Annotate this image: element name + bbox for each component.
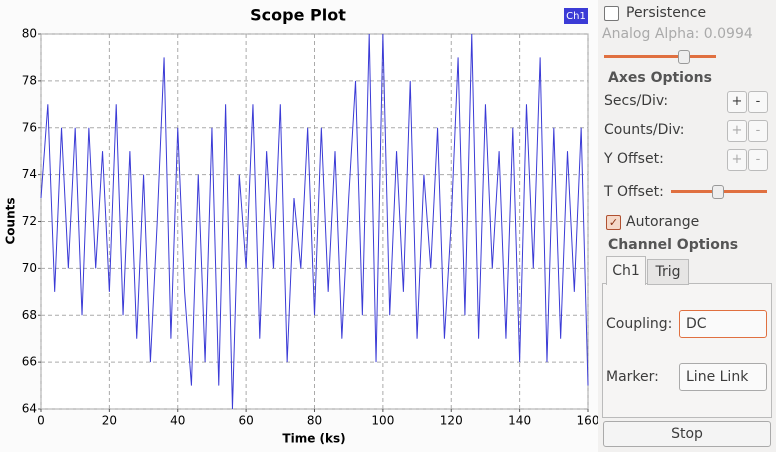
axes-options-header: Axes Options [608, 70, 712, 86]
channel-options-header: Channel Options [608, 237, 739, 253]
minus-button[interactable]: - [748, 91, 768, 113]
x-tick-label: 140 [508, 414, 531, 428]
minus-button[interactable]: - [748, 120, 768, 142]
x-axis-label: Time (ks) [282, 432, 345, 446]
data-line [40, 33, 589, 410]
chart-title: Scope Plot [250, 6, 346, 25]
plus-button[interactable]: + [727, 149, 747, 171]
autorange-label[interactable]: Autorange [626, 214, 700, 230]
y-tick-label: 68 [22, 308, 37, 322]
y-tick-label: 66 [22, 355, 37, 369]
plus-button[interactable]: + [727, 120, 747, 142]
tab[interactable]: Trig [647, 259, 689, 285]
x-tick-label: 40 [170, 414, 185, 428]
axes-row-label: Secs/Div: [604, 93, 669, 109]
x-tick-label: 120 [440, 414, 463, 428]
x-tick-label: 100 [371, 414, 394, 428]
alpha-slider-knob[interactable] [678, 50, 690, 64]
marker-label: Marker: [606, 369, 659, 385]
y-tick-label: 74 [22, 167, 37, 181]
y-tick-label: 70 [22, 261, 37, 275]
x-tick-label: 20 [102, 414, 117, 428]
y-tick-label: 64 [22, 402, 37, 416]
y-tick-label: 78 [22, 73, 37, 87]
control-panel: Persistence Analog Alpha: 0.0994 Axes Op… [598, 0, 776, 452]
persistence-label[interactable]: Persistence [626, 5, 707, 21]
legend-label: Ch1 [566, 11, 586, 22]
scope-plot: Scope Plot Time (ks) Counts 64 66 68 70 72 74… [0, 0, 598, 452]
minus-button[interactable]: - [748, 149, 768, 171]
autorange-checkbox[interactable]: ✓ [606, 215, 621, 230]
x-tick-label: 80 [307, 414, 322, 428]
marker-combo[interactable]: Line Link [679, 363, 767, 391]
y-tick-label: 72 [22, 214, 37, 228]
y-axis-label: Counts [4, 197, 18, 244]
x-tick-label: 0 [37, 414, 45, 428]
stop-button[interactable]: Stop [603, 421, 771, 447]
coupling-label: Coupling: [606, 316, 673, 332]
alpha-slider[interactable] [604, 55, 716, 58]
plus-button[interactable]: + [727, 91, 747, 113]
tab[interactable]: Ch1 [606, 256, 646, 285]
y-tick-label: 80 [22, 27, 37, 41]
coupling-combo[interactable]: DC [679, 310, 767, 338]
axes-row-label: Counts/Div: [604, 122, 685, 138]
legend-swatch [564, 8, 588, 24]
analog-alpha-label: Analog Alpha: 0.0994 [602, 26, 753, 42]
x-tick-label: 160 [577, 414, 598, 428]
x-tick-label: 60 [238, 414, 253, 428]
tab-page [602, 283, 772, 418]
t-offset-label: T Offset: [604, 184, 664, 200]
y-tick-label: 76 [22, 120, 37, 134]
persistence-checkbox[interactable] [604, 6, 619, 21]
axes-row-label: Y Offset: [604, 151, 664, 167]
t-offset-knob[interactable] [712, 185, 724, 199]
